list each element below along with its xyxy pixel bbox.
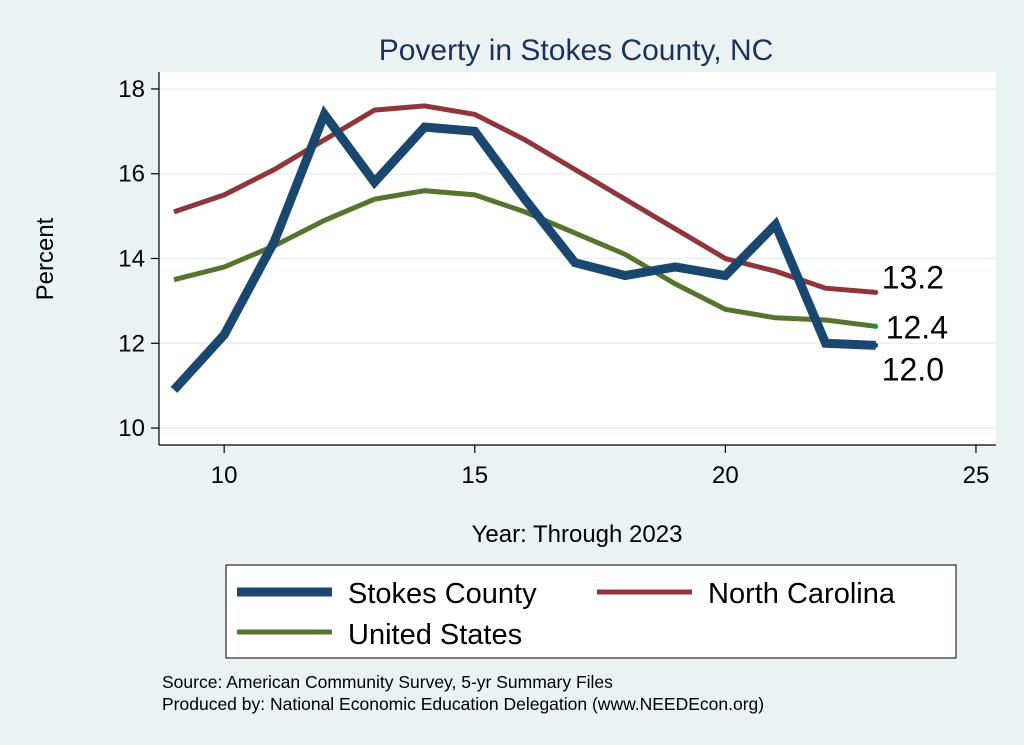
end-labels: 12.0 13.2 12.4 bbox=[882, 259, 948, 387]
y-tick-label-14: 14 bbox=[118, 246, 145, 273]
y-tick-label-18: 18 bbox=[118, 76, 145, 103]
legend: Stokes County North Carolina United Stat… bbox=[225, 564, 957, 659]
y-axis-title: Percent bbox=[32, 217, 59, 300]
series-line-united-states bbox=[173, 188, 877, 329]
y-tick-label-16: 16 bbox=[118, 161, 145, 188]
chart-title: Poverty in Stokes County, NC bbox=[379, 34, 774, 67]
x-tick-label-10: 10 bbox=[211, 462, 238, 489]
series-line-north-carolina bbox=[173, 103, 876, 295]
x-tick-label-20: 20 bbox=[712, 462, 739, 489]
x-tick-label-15: 15 bbox=[461, 462, 488, 489]
legend-label-north-carolina: North Carolina bbox=[708, 578, 896, 610]
legend-box bbox=[225, 564, 957, 659]
legend-label-stokes-county: Stokes County bbox=[348, 578, 537, 610]
legend-label-united-states: United States bbox=[348, 619, 522, 651]
y-tick-label-12: 12 bbox=[118, 330, 145, 357]
end-label-united-states: 12.4 bbox=[886, 309, 948, 345]
end-point-stokes-county bbox=[873, 342, 879, 348]
end-label-north-carolina: 13.2 bbox=[882, 259, 944, 295]
y-tick-label-10: 10 bbox=[118, 415, 145, 442]
end-point-united-states bbox=[873, 323, 879, 329]
series-line-stokes-county bbox=[170, 105, 876, 393]
produced-by-note: Produced by: National Economic Education… bbox=[162, 694, 764, 714]
end-point-north-carolina bbox=[873, 289, 879, 295]
x-axis-title: Year: Through 2023 bbox=[472, 521, 683, 548]
source-note: Source: American Community Survey, 5-yr … bbox=[162, 672, 613, 692]
series-lines bbox=[170, 103, 879, 393]
ticks: 10 12 14 16 18 10 15 20 25 bbox=[118, 76, 989, 489]
x-tick-label-25: 25 bbox=[963, 462, 990, 489]
end-label-stokes-county: 12.0 bbox=[882, 351, 944, 387]
